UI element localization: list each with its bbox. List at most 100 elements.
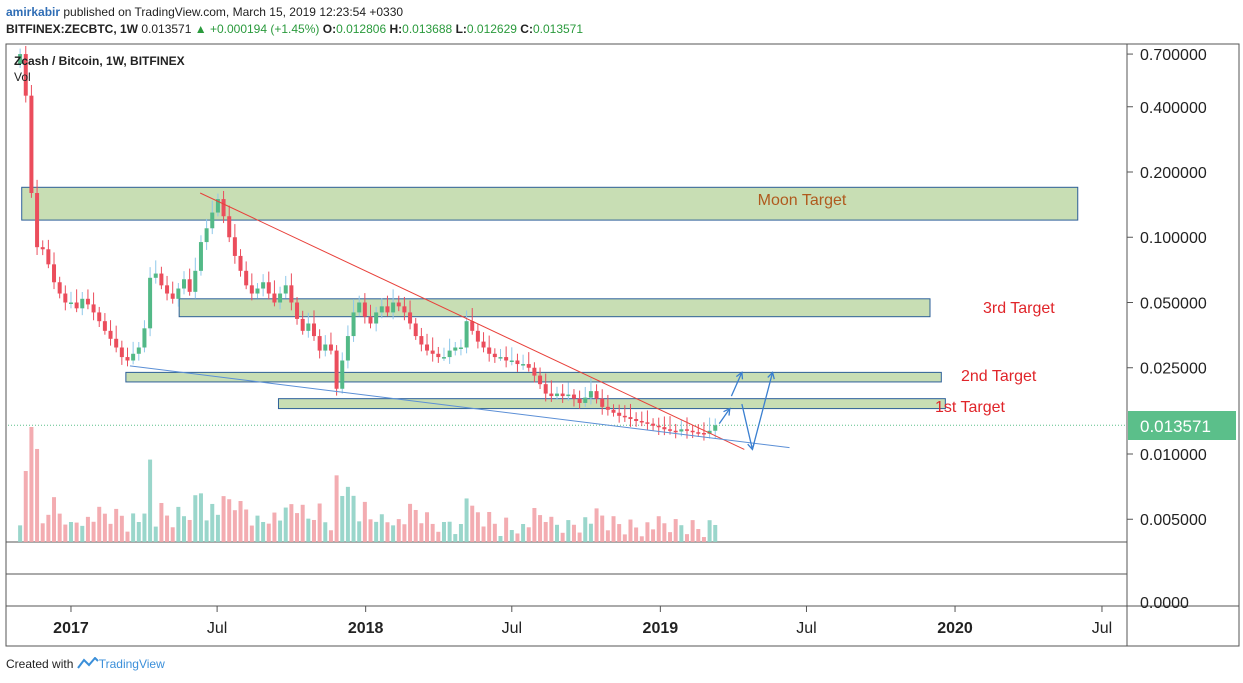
candle-body	[198, 242, 203, 271]
candle-body	[108, 330, 113, 339]
target-zone-label: Moon Target	[758, 192, 847, 209]
candle-body	[673, 430, 678, 433]
candle-body	[85, 298, 90, 305]
volume-bar	[46, 514, 51, 542]
chart-frame	[5, 43, 1240, 647]
volume-bar	[498, 536, 503, 542]
low-value: 0.012629	[466, 22, 517, 36]
volume-bar	[458, 524, 463, 542]
volume-bar	[391, 525, 396, 542]
candle-body	[379, 306, 384, 313]
candle-body	[571, 394, 576, 399]
candle-body	[645, 422, 650, 424]
last-price-badge: 0.013571	[1128, 411, 1236, 440]
candle-body	[639, 420, 644, 423]
candle-body	[430, 350, 435, 354]
volume-bar	[159, 502, 164, 542]
volume-bar	[204, 520, 209, 542]
volume-bar	[85, 516, 90, 542]
volume-bar	[588, 523, 593, 542]
candle-body	[481, 341, 486, 348]
candle-body	[555, 393, 560, 397]
price-tick-label: 0.005000	[1140, 512, 1207, 529]
volume-bar	[328, 530, 333, 542]
time-tick-label: Jul	[207, 620, 227, 637]
time-axis[interactable]: 2017 Jul 2018 Jul 2019 Jul 2020 Jul	[53, 606, 1112, 637]
volume-bar	[662, 523, 667, 542]
candle-body	[498, 357, 503, 359]
volume-bar	[221, 496, 226, 542]
volume-bar	[504, 517, 509, 542]
volume-bar	[690, 520, 695, 542]
candle-body	[656, 425, 661, 428]
volume-bar	[52, 497, 57, 542]
candle-body	[357, 302, 362, 313]
price-tick-label: 0.050000	[1140, 295, 1207, 312]
volume-bar	[571, 524, 576, 542]
volume-bar	[447, 521, 452, 542]
candle-body	[63, 293, 68, 303]
candle-body	[204, 228, 209, 243]
volume-bar	[549, 516, 554, 542]
candle-body	[713, 425, 718, 431]
price-tick-label: 0.025000	[1140, 361, 1207, 378]
candle-body	[668, 429, 673, 431]
chart-legend-title: Zcash / Bitcoin, 1W, BITFINEX	[14, 54, 185, 68]
tradingview-link[interactable]: TradingView	[98, 657, 165, 671]
author-name[interactable]: amirkabir	[6, 5, 61, 19]
volume-bar	[566, 520, 571, 542]
volume-bar	[249, 525, 254, 542]
volume-bar	[187, 519, 192, 542]
volume-bar	[419, 523, 424, 542]
price-change: ▲ +0.000194 (+1.45%)	[194, 22, 320, 36]
volume-bar	[617, 524, 622, 542]
volume-bar	[379, 514, 384, 542]
volume-bar	[453, 534, 458, 542]
volume-bar	[165, 515, 170, 542]
published-text: published on TradingView.com, March 15, …	[63, 5, 404, 19]
volume-bar	[63, 524, 68, 542]
volume-bar	[374, 521, 379, 542]
candle-body	[543, 384, 548, 394]
candle-body	[238, 255, 243, 271]
candle-body	[91, 304, 96, 313]
candle-body	[419, 336, 424, 345]
candle-body	[153, 273, 158, 278]
volume-bar	[131, 513, 136, 542]
footer: Created with TradingView	[6, 656, 165, 672]
volume-bar	[35, 448, 40, 542]
candle-body	[526, 364, 531, 368]
volume-bar	[306, 518, 311, 542]
outer-border	[5, 43, 1240, 647]
price-badge-bg	[1128, 411, 1236, 440]
time-tick-label: 2018	[348, 620, 384, 637]
open-label: O:	[322, 22, 337, 36]
target-zone-label: 3rd Target	[983, 300, 1055, 317]
tradingview-logo-icon[interactable]	[76, 656, 99, 672]
volume-bar	[526, 527, 531, 542]
candle-body	[707, 430, 712, 434]
candle-body	[504, 357, 509, 361]
candle-body	[306, 323, 311, 331]
time-tick-label: 2017	[53, 620, 89, 637]
candle-body	[46, 249, 51, 265]
candle-body	[114, 338, 119, 348]
candle-body	[458, 347, 463, 349]
volume-bar	[80, 525, 85, 542]
candle-body	[249, 285, 254, 294]
candle-body	[611, 409, 616, 413]
target-zone	[21, 186, 1079, 221]
projection-arrow	[730, 372, 743, 397]
candle-body	[52, 264, 57, 283]
volume-bar	[560, 532, 565, 542]
projection-arrow-head	[723, 407, 731, 416]
volume-bar	[108, 523, 113, 542]
price-axis[interactable]: 0.700000 0.400000 0.200000 0.100000 0.050000…	[1127, 47, 1207, 612]
volume-bar	[600, 515, 605, 542]
volume-bar	[639, 536, 644, 542]
volume-bar	[634, 527, 639, 542]
volume-bar	[425, 512, 430, 542]
candle-body	[136, 347, 141, 354]
candle-body	[538, 375, 543, 385]
